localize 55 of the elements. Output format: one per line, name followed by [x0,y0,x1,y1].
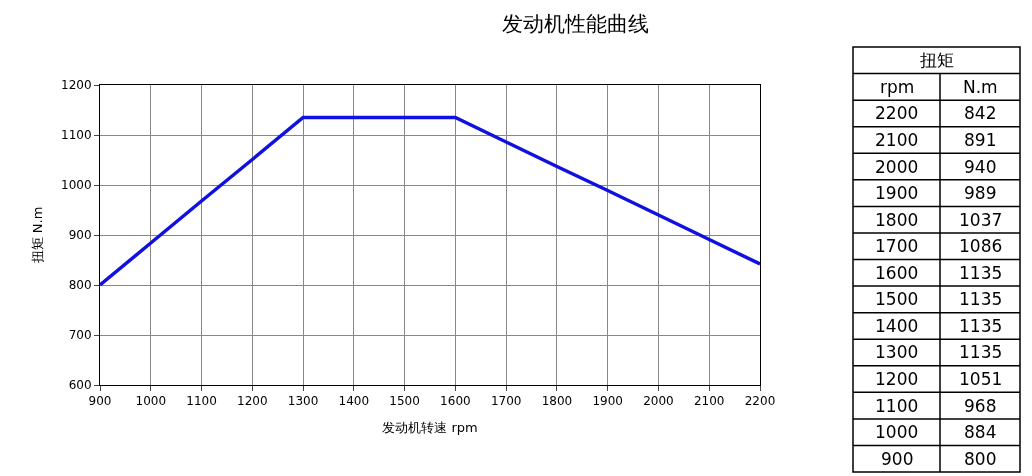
y-tick-label: 1700 [875,236,919,256]
x-tick-label: 1400 [338,394,370,409]
x-tick-label: 1200 [237,394,268,409]
x-tick-label: 2000 [643,394,674,409]
data-label: 968 [964,396,997,416]
y-tick-label: 1300 [875,342,919,362]
x-tick-label: 1100 [186,394,217,409]
x-tick-label: 900 [88,394,112,409]
line-series [100,115,760,287]
y-tick-label: 1000 [875,422,919,442]
y-tick-label: 1400 [875,316,919,336]
y-tick-label: 700 [68,328,92,343]
data-label: 842 [964,103,997,123]
x-tick-label: 1600 [440,394,471,409]
x-tick-label: 1500 [389,394,420,409]
y-tick-label: 2000 [875,157,919,177]
data-label: 1135 [959,289,1003,309]
data-label: 891 [964,130,997,150]
y-tick-label: 1800 [875,210,919,230]
y-tick-label: 900 [881,449,914,469]
x-tick-label: 2100 [693,394,725,409]
y-tick-label: 900 [68,228,92,243]
y-tick-label: 2100 [875,130,919,150]
y-axis-title: rpm [880,77,915,97]
x-tick-label: N.m [963,77,998,97]
y-axis-title: 扭矩 N.m [30,206,45,264]
y-tick-label: 1100 [61,128,92,143]
data-label: 884 [964,422,997,442]
data-label: 989 [964,183,997,203]
y-tick-label: 800 [68,278,92,293]
x-tick-label: 2200 [744,394,776,409]
x-tick-label: 1900 [592,394,623,409]
x-tick-label: 1300 [287,394,319,409]
data-label: 800 [964,449,997,469]
y-tick-label: 2200 [875,103,919,123]
data-label: 1086 [959,236,1003,256]
y-tick-label: 1200 [875,369,919,389]
data-label: 1051 [959,369,1003,389]
data-label: 1135 [959,263,1003,283]
x-tick-label: 1800 [541,394,573,409]
y-tick-label: 1600 [875,263,919,283]
x-axis-title: 发动机转速 rpm [382,420,478,435]
data-label: 1135 [959,342,1003,362]
data-label: 1037 [959,210,1003,230]
y-tick-label: 1500 [875,289,919,309]
chart-title: 发动机性能曲线 [501,11,649,36]
data-label: 940 [964,157,997,177]
y-tick-label: 1900 [875,183,919,203]
y-tick-label: 1200 [61,78,92,93]
data-label: 1135 [959,316,1003,336]
chart-title: 扭矩 [920,50,954,70]
y-tick-label: 1000 [61,178,92,193]
y-tick-label: 600 [68,378,92,393]
x-tick-label: 1700 [490,394,522,409]
x-tick-label: 1000 [135,394,167,409]
